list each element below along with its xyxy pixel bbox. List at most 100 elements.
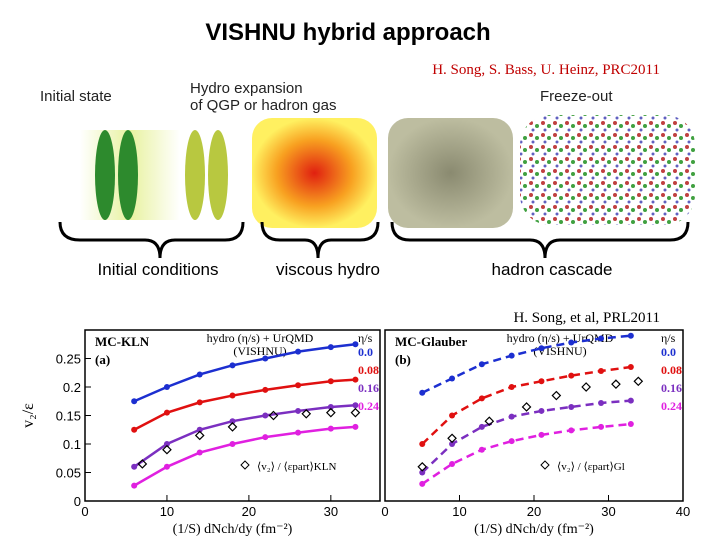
panel-title: MC-KLN	[95, 334, 150, 349]
series-marker	[131, 398, 138, 405]
series-marker	[419, 389, 426, 396]
series-marker	[568, 427, 575, 434]
data-point	[301, 408, 312, 419]
series-marker	[508, 438, 515, 445]
citation: H. Song, et al, PRL2011	[513, 310, 660, 326]
series-marker	[229, 362, 236, 369]
series-marker	[262, 412, 269, 419]
y-tick-label: 0.15	[56, 409, 81, 424]
series-marker	[478, 395, 485, 402]
series-line	[133, 425, 356, 487]
series-marker	[538, 378, 545, 385]
legend-label: 0.0	[358, 345, 373, 359]
data-point	[447, 433, 457, 444]
data-point	[350, 407, 361, 418]
series-line	[133, 343, 356, 403]
legend-header: η/s	[661, 331, 676, 345]
phase-label: Initial conditions	[98, 260, 219, 279]
data-point	[551, 390, 562, 401]
x-tick-label: 40	[676, 504, 690, 519]
series-marker	[163, 441, 170, 447]
series-marker	[295, 407, 302, 414]
series-marker	[538, 407, 545, 414]
series-marker	[627, 332, 634, 339]
y-tick-label: 0.05	[56, 466, 81, 481]
legend-header: η/s	[358, 331, 373, 345]
series-marker	[478, 361, 485, 368]
data-point	[325, 407, 336, 418]
legend-title: hydro (η/s) + UrQMD	[207, 331, 314, 345]
x-tick-label: 0	[381, 504, 388, 519]
series-marker	[508, 352, 515, 359]
y-tick-label: 0.25	[56, 352, 81, 367]
charts: 0 10 20 30 0 0.05 0.1 0.15 0.2 0.25 v₂/ε (1/S) dNch…	[20, 329, 690, 537]
series-marker	[229, 392, 236, 399]
legend-marker	[540, 460, 550, 470]
stage-images	[80, 115, 695, 228]
series-marker	[627, 421, 634, 428]
legend-label: 0.0	[661, 345, 676, 359]
series-line	[421, 365, 632, 445]
series-marker	[598, 335, 605, 342]
data-point	[194, 430, 205, 441]
series-marker	[449, 412, 456, 419]
data-point	[268, 410, 279, 421]
legend-label: 0.08	[661, 363, 682, 377]
series-marker	[598, 368, 605, 375]
series-marker	[295, 429, 302, 436]
series-marker	[598, 399, 605, 406]
series-marker	[262, 386, 269, 393]
series-marker	[352, 376, 359, 383]
series-marker	[196, 449, 203, 456]
series-marker	[508, 384, 515, 390]
series-marker	[478, 446, 485, 453]
x-tick-label: 30	[324, 504, 338, 519]
series-marker	[131, 482, 138, 489]
series-line	[421, 334, 631, 394]
series-marker	[327, 425, 334, 432]
x-tick-label: 10	[452, 504, 466, 519]
series-marker	[196, 371, 203, 378]
series-marker	[598, 423, 605, 430]
series-line	[421, 399, 631, 474]
stage-label: of QGP or hadron gas	[190, 97, 336, 114]
series-line	[133, 378, 356, 431]
series-marker	[352, 423, 359, 430]
series-marker	[352, 402, 359, 409]
legend-label: ⟨v₂⟩ / ⟨εpart⟩Gl	[557, 461, 625, 473]
y-axis-label: v₂/ε	[20, 403, 37, 428]
series-marker	[568, 339, 575, 346]
series-marker	[327, 378, 334, 385]
chart-panel: 0 10 20 30 40 (1/S) dNch/dy (fm⁻²) MC-Glauber (…	[381, 329, 690, 537]
legend-title: (VISHNU)	[233, 344, 286, 358]
series-marker	[419, 441, 426, 447]
slide-title: VISHNU hybrid approach	[205, 19, 490, 46]
phase-label: hadron cascade	[492, 260, 613, 279]
series-line	[421, 422, 631, 485]
series-marker	[163, 463, 170, 470]
series-marker	[449, 375, 456, 382]
data-point	[581, 382, 591, 392]
data-point	[521, 402, 532, 412]
series-marker	[163, 384, 170, 390]
series-marker	[131, 463, 138, 470]
data-point	[611, 379, 621, 389]
data-point	[227, 422, 238, 432]
chart-panel: 0 10 20 30 0 0.05 0.1 0.15 0.2 0.25 v₂/ε (1/S) dNch…	[20, 329, 381, 537]
series-marker	[327, 344, 334, 351]
y-tick-label: 0.1	[63, 437, 81, 452]
series-marker	[327, 403, 334, 410]
x-tick-label: 20	[527, 504, 541, 519]
panel-label: (b)	[395, 352, 411, 367]
series-marker	[131, 426, 138, 433]
series-marker	[538, 345, 545, 352]
legend-label: 0.16	[661, 381, 682, 395]
y-tick-label: 0	[74, 494, 81, 509]
series-marker	[163, 409, 170, 416]
stage-label: Hydro expansion	[190, 80, 303, 97]
legend-label: 0.24	[358, 399, 379, 413]
x-axis-label: (1/S) dNch/dy (fm⁻²)	[173, 522, 293, 537]
x-tick-label: 0	[81, 504, 88, 519]
